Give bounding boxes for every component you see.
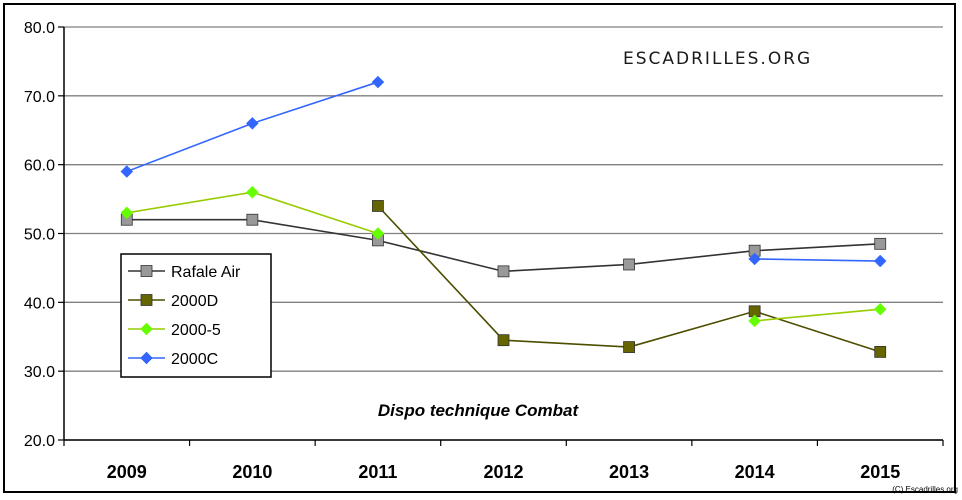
- data-point: [873, 302, 887, 316]
- axes: 20.0 30.0 40.0 50.0 60.0 70.0 80.0 2009 2010 2011…: [24, 20, 944, 482]
- y-tick-label: 30.0: [24, 364, 55, 381]
- x-tick-label: 2012: [483, 462, 523, 482]
- data-point: [120, 165, 134, 178]
- y-tick-label: 80.0: [24, 20, 55, 37]
- chart-annotation: Dispo technique Combat: [378, 401, 580, 420]
- x-tick-label: 2010: [232, 462, 272, 482]
- legend: Rafale Air 2000D 2000-5 2000C: [120, 253, 272, 378]
- y-tick-label: 70.0: [24, 89, 55, 106]
- series-markers: [120, 75, 887, 358]
- data-point: [748, 314, 761, 328]
- data-point: [874, 237, 887, 250]
- data-point: [748, 252, 761, 266]
- legend-label: 2000D: [171, 293, 218, 310]
- data-point: [246, 213, 259, 226]
- series-line: [377, 205, 881, 353]
- data-point: [497, 334, 510, 347]
- data-point: [874, 345, 887, 358]
- x-tick-label: 2013: [609, 462, 649, 482]
- series-line: [754, 258, 881, 262]
- data-point: [246, 185, 259, 199]
- legend-marker: [140, 322, 153, 336]
- legend-marker: [140, 351, 153, 365]
- y-tick-label: 60.0: [24, 158, 55, 175]
- data-point: [246, 117, 259, 130]
- data-point: [623, 258, 635, 271]
- copyright-text: (C) Escadrilles.org: [892, 485, 958, 494]
- legend-label: Rafale Air: [171, 264, 241, 281]
- data-point: [371, 75, 385, 89]
- series-line: [754, 308, 881, 322]
- x-tick-label: 2011: [358, 462, 397, 482]
- legend-marker: [140, 265, 153, 277]
- x-tick-label: 2014: [735, 462, 775, 482]
- data-point: [873, 254, 887, 268]
- data-point: [623, 341, 635, 353]
- watermark-text: ESCADRILLES.ORG: [623, 49, 812, 69]
- data-point: [497, 265, 510, 278]
- y-tick-label: 50.0: [24, 227, 55, 244]
- x-tick-label: 2009: [107, 462, 147, 482]
- y-tick-label: 40.0: [24, 295, 55, 312]
- gridlines: [64, 26, 943, 441]
- legend-label: 2000-5: [171, 322, 221, 339]
- legend-marker: [140, 294, 153, 306]
- y-tick-label: 20.0: [24, 433, 55, 450]
- data-point: [371, 227, 385, 240]
- data-point: [372, 200, 384, 212]
- legend-label: 2000C: [171, 351, 218, 368]
- x-tick-label: 2015: [860, 462, 900, 482]
- data-point: [120, 206, 134, 220]
